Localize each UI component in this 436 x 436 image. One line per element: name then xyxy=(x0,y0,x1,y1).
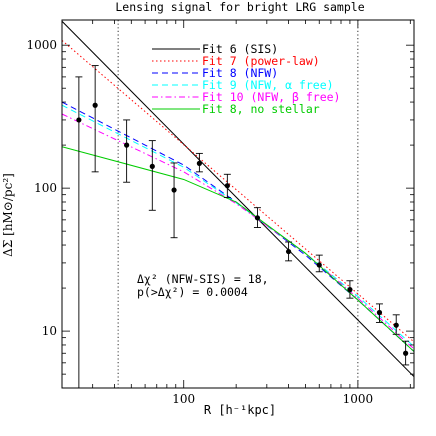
legend-label: Fit 8, no stellar xyxy=(202,102,320,116)
data-point xyxy=(171,187,177,193)
data-point xyxy=(254,215,261,221)
data-point xyxy=(92,102,98,108)
plot-frame xyxy=(61,19,415,389)
data-point xyxy=(403,350,409,356)
data-point xyxy=(285,248,292,255)
chart-title: Lensing signal for bright LRG sample xyxy=(115,0,364,14)
x-tick-label: 100 xyxy=(172,392,195,406)
series-line xyxy=(62,113,414,350)
legend-label: Fit 6 (SIS) xyxy=(202,42,278,56)
x-axis-label: R [h⁻¹kpc] xyxy=(204,403,276,417)
series-line xyxy=(62,40,414,343)
legend-label: Fit 9 (NFW, α free) xyxy=(202,78,334,92)
y-tick-label: 1000 xyxy=(26,38,57,52)
legend-label: Fit 10 (NFW, β free) xyxy=(202,90,340,104)
annotation: Δχ² (NFW-SIS) = 18,p(>Δχ²) = 0.0004 xyxy=(137,272,269,299)
data-point xyxy=(149,163,155,169)
data-point xyxy=(347,287,353,293)
y-tick-label: 10 xyxy=(42,324,57,338)
legend-label: Fit 8 (NFW) xyxy=(202,66,278,80)
legend-label: Fit 7 (power-law) xyxy=(202,54,320,68)
data-point xyxy=(76,117,82,123)
data-point xyxy=(196,160,202,166)
data-point xyxy=(376,309,383,316)
annotation-text: p(>Δχ²) = 0.0004 xyxy=(137,285,248,299)
data-point xyxy=(124,142,130,148)
data-point xyxy=(224,183,230,189)
plot-clip-group xyxy=(62,20,414,388)
axes: 100 1000 10 100 1000 xyxy=(26,19,415,406)
plot-area xyxy=(62,20,414,388)
series-line xyxy=(62,20,414,378)
series-line xyxy=(62,146,414,352)
legend: Fit 6 (SIS)Fit 7 (power-law)Fit 8 (NFW)F… xyxy=(152,42,340,116)
annotation-text: Δχ² (NFW-SIS) = 18, xyxy=(137,272,269,286)
x-tick-label: 1000 xyxy=(343,392,374,406)
y-axis-label: ΔΣ [hM⊙/pc²] xyxy=(1,173,15,257)
series-line xyxy=(62,104,414,347)
data-point xyxy=(393,322,399,328)
y-tick-label: 100 xyxy=(34,181,57,195)
data-point xyxy=(316,262,322,268)
